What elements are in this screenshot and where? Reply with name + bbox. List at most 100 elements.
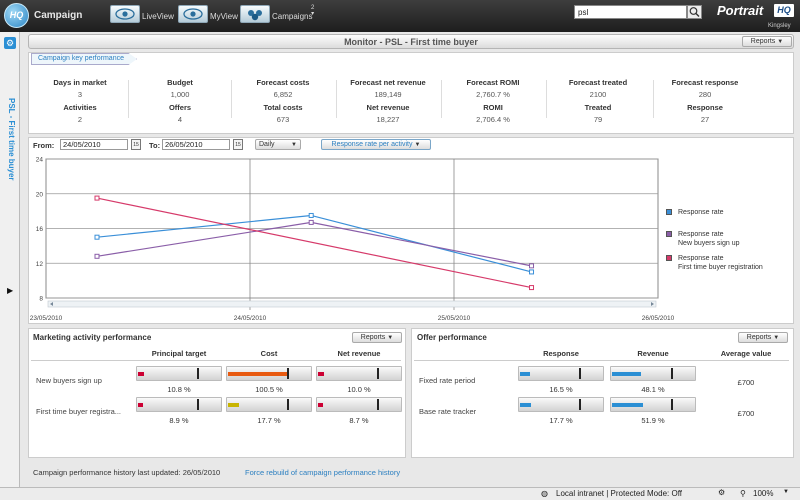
target-marker <box>579 399 581 410</box>
kpi-divider <box>546 80 547 118</box>
history-date: 26/05/2010 <box>182 468 221 477</box>
kpi-divider <box>231 80 232 118</box>
activity-column-header: Principal target <box>151 349 207 358</box>
to-label: To: <box>149 141 161 150</box>
offers-average-value: £700 <box>737 378 755 387</box>
campaigns-count-stepper[interactable]: 2 ▾ <box>311 5 314 17</box>
reports-label: Reports <box>746 334 772 341</box>
scroll-left-icon <box>50 302 53 306</box>
x-tick-label: 23/05/2010 <box>30 315 63 322</box>
chevron-down-icon[interactable]: ▼ <box>783 489 789 495</box>
nav-campaigns[interactable]: Campaigns <box>272 12 313 21</box>
legend-label: Response rate New buyers sign up <box>678 231 740 247</box>
activity-progress-bar <box>136 397 222 412</box>
activity-percent: 10.8 % <box>167 385 191 394</box>
from-date-input[interactable]: 24/05/2010 <box>60 139 128 150</box>
data-point <box>94 253 100 259</box>
kpi-value: 280 <box>698 90 712 99</box>
offer-reports-button[interactable]: Reports ▼ <box>738 332 788 343</box>
chevron-down-icon: ▼ <box>773 335 780 341</box>
offers-average-value: £700 <box>737 409 755 418</box>
calendar-icon[interactable]: 15 <box>131 139 141 150</box>
kpi-value: 2,706.4 % <box>476 115 510 124</box>
kpi-value: 18,227 <box>376 115 400 124</box>
kpi-label: Offers <box>168 103 192 112</box>
rebuild-history-link[interactable]: Force rebuild of campaign performance hi… <box>245 468 401 477</box>
offers-progress-bar <box>610 366 696 381</box>
y-tick-label: 20 <box>36 191 44 198</box>
bar-fill <box>138 403 144 407</box>
search-input[interactable] <box>574 5 687 19</box>
activity-row-label[interactable]: First time buyer registra... <box>36 407 122 416</box>
offers-percent: 51.9 % <box>641 416 665 425</box>
myview-eye-icon[interactable] <box>178 5 208 23</box>
activity-percent: 10.0 % <box>347 385 371 394</box>
x-tick-label: 24/05/2010 <box>234 315 267 322</box>
protected-mode-icon[interactable]: ⚙ <box>718 488 726 497</box>
sidebar-settings-icon[interactable]: ⚙ <box>4 37 16 49</box>
campaigns-people-icon[interactable] <box>240 5 270 23</box>
interval-select[interactable]: Daily ▼ <box>255 139 301 150</box>
kpi-row2-item: Response 27 <box>655 103 755 124</box>
kpi-divider <box>336 80 337 118</box>
zoom-magnifier-icon[interactable]: ⚲ <box>740 489 746 498</box>
activity-row-label[interactable]: New buyers sign up <box>36 376 102 385</box>
kpi-label: Activities <box>63 103 97 112</box>
offers-row-label[interactable]: Fixed rate period <box>419 376 476 385</box>
kpi-row1-item: Forecast net revenue 189,149 <box>338 78 438 99</box>
kpi-label: ROMI <box>483 103 503 112</box>
kpi-row2-item: Total costs 673 <box>233 103 333 124</box>
target-marker <box>377 399 379 410</box>
kpi-row2-item: ROMI 2,706.4 % <box>443 103 543 124</box>
kpi-value: 79 <box>593 115 603 124</box>
y-tick-label: 24 <box>36 157 44 164</box>
top-bar: HQ Campaign LiveView MyView Campaigns 2 ▾… <box>0 0 800 32</box>
search-button[interactable] <box>687 5 702 19</box>
kpi-value: 1,000 <box>170 90 190 99</box>
offers-progress-bar <box>518 366 604 381</box>
activity-reports-button[interactable]: Reports ▼ <box>352 332 402 343</box>
response-rate-chart: 8 12 16 20 24 23/05/2010 24/05/2010 25/05/2010 2… <box>30 157 675 323</box>
zoom-level[interactable]: 100% <box>753 489 774 498</box>
metric-select[interactable]: Response rate per activity ▼ <box>321 139 431 150</box>
data-point <box>529 263 535 269</box>
expand-arrow-icon[interactable]: ▶ <box>7 286 14 295</box>
y-tick-label: 16 <box>36 226 44 233</box>
to-date-input[interactable]: 26/05/2010 <box>162 139 230 150</box>
brand-badge: HQ <box>774 4 794 17</box>
kpi-row1-item: Budget 1,000 <box>130 78 230 99</box>
tab-campaign-key-performance[interactable]: Campaign key performance <box>31 53 137 65</box>
search-icon <box>689 7 700 17</box>
activity-percent: 8.9 % <box>169 416 189 425</box>
legend-swatch <box>666 209 672 215</box>
activity-progress-bar <box>316 397 402 412</box>
offers-progress-bar <box>610 397 696 412</box>
kpi-label: Total costs <box>263 103 303 112</box>
reports-button[interactable]: Reports ▼ <box>742 36 792 47</box>
header-divider <box>414 360 789 361</box>
user-name: Kingsley <box>768 23 791 29</box>
metric-value: Response rate per activity <box>331 141 413 148</box>
kpi-value: 3 <box>77 90 83 99</box>
app-logo[interactable]: HQ <box>4 3 29 28</box>
bar-fill <box>612 403 644 407</box>
target-marker <box>671 368 673 379</box>
activity-column-header: Cost <box>260 349 278 358</box>
nav-liveview[interactable]: LiveView <box>142 12 174 21</box>
sidebar-campaign-title[interactable]: PSL - First time buyer <box>7 98 16 181</box>
chevron-down-icon: ▼ <box>777 39 784 45</box>
bar-fill <box>520 403 531 407</box>
offers-row-label[interactable]: Base rate tracker <box>419 407 477 416</box>
interval-value: Daily <box>259 141 275 148</box>
brand-logo: Portrait <box>717 3 764 18</box>
nav-myview[interactable]: MyView <box>210 12 238 21</box>
calendar-icon[interactable]: 15 <box>233 139 243 150</box>
liveview-eye-icon[interactable] <box>110 5 140 23</box>
x-tick-label: 26/05/2010 <box>642 315 675 322</box>
kpi-label: Budget <box>167 78 193 87</box>
target-marker <box>287 368 289 379</box>
kpi-row1-item: Forecast treated 2100 <box>548 78 648 99</box>
activity-progress-bar <box>136 366 222 381</box>
target-marker <box>287 399 289 410</box>
legend-swatch <box>666 255 672 261</box>
